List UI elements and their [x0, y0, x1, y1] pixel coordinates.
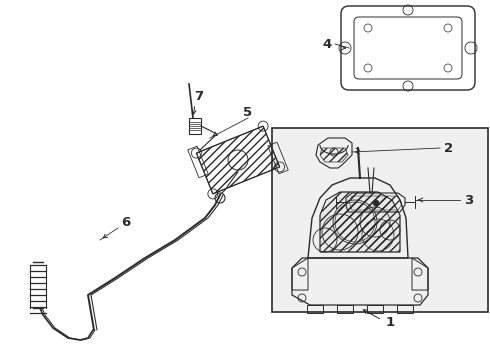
Text: 7: 7: [195, 90, 203, 103]
Text: 4: 4: [322, 37, 332, 50]
Polygon shape: [320, 192, 400, 252]
Text: 3: 3: [465, 194, 474, 207]
Bar: [397, 305, 413, 313]
Text: 6: 6: [122, 216, 131, 229]
Circle shape: [373, 200, 379, 206]
Text: 1: 1: [386, 316, 394, 329]
Bar: [307, 305, 323, 313]
Bar: [272, 128, 488, 312]
Bar: [367, 305, 383, 313]
Text: 2: 2: [444, 141, 454, 154]
Bar: [337, 305, 353, 313]
Text: 5: 5: [244, 105, 252, 118]
